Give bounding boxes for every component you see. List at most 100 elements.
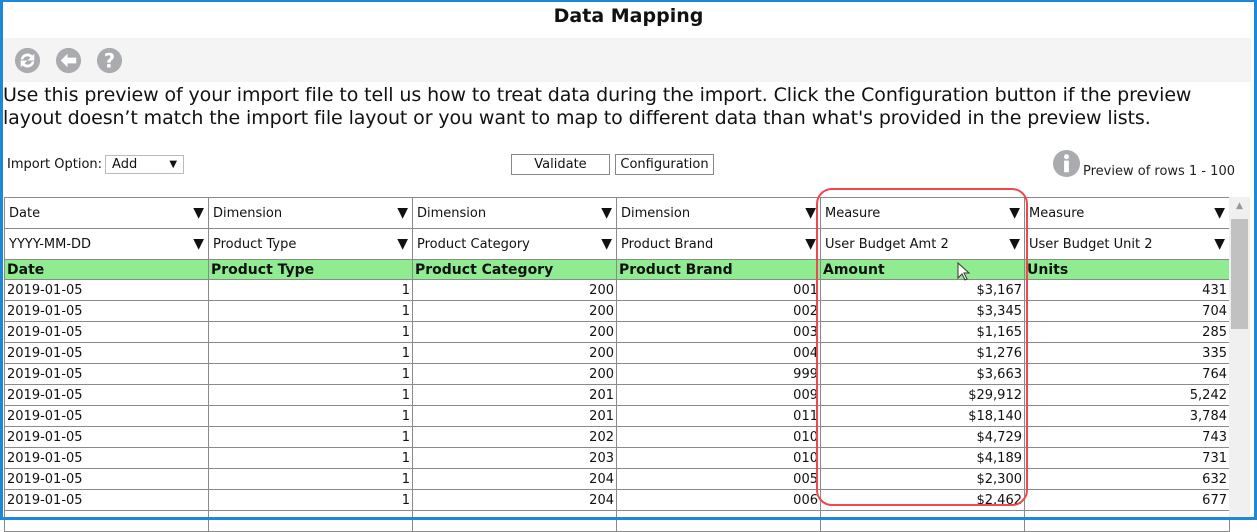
column-mapping-select[interactable]: User Budget Unit 2 ▼ (1024, 228, 1230, 260)
table-cell: 009 (616, 384, 821, 406)
table-cell: 003 (616, 321, 821, 343)
column-mapping-select[interactable]: Product Category ▼ (412, 228, 617, 260)
table-cell: 201 (412, 405, 617, 427)
scrollbar-thumb[interactable] (1231, 219, 1248, 329)
column-type-select[interactable]: Dimension ▼ (616, 197, 821, 229)
validate-button[interactable]: Validate (511, 154, 610, 175)
table-row: 2019-01-05 1 204 005 $2,300 632 (4, 468, 1230, 490)
dropdown-arrow-icon: ▼ (1009, 205, 1020, 221)
table-cell: 1 (208, 489, 413, 511)
column-mapping-value: Product Brand (621, 236, 714, 252)
mouse-cursor-icon (957, 262, 971, 281)
table-cell: 2019-01-05 (4, 321, 209, 343)
table-cell: 2019-01-05 (4, 279, 209, 301)
table-cell: 010 (616, 426, 821, 448)
table-cell: 743 (1024, 426, 1230, 448)
column-mapping-value: User Budget Unit 2 (1029, 236, 1153, 252)
table-cell: 2019-01-05 (4, 489, 209, 511)
table-cell: 200 (412, 342, 617, 364)
instructions-text: Use this preview of your import file to … (3, 84, 1192, 129)
column-header: Product Type (208, 259, 413, 280)
table-row: 2019-01-05 1 200 003 $1,165 285 (4, 321, 1230, 343)
import-option: Import Option: Add ▼ (7, 155, 185, 174)
help-icon[interactable]: ? (95, 46, 124, 75)
dropdown-arrow-icon: ▼ (805, 205, 816, 221)
dropdown-arrow-icon: ▼ (805, 236, 816, 252)
svg-text:?: ? (104, 49, 115, 72)
table-cell: 2019-01-05 (4, 426, 209, 448)
table-cell: 2019-01-05 (4, 363, 209, 385)
dropdown-arrow-icon: ▼ (397, 205, 408, 221)
import-option-value: Add (112, 157, 138, 172)
table-cell: $18,140 (820, 405, 1025, 427)
column-header-row: Date Product Type Product Category Product … (4, 259, 1230, 280)
refresh-icon[interactable] (13, 46, 42, 75)
info-icon[interactable] (1052, 149, 1081, 178)
table-cell: $4,189 (820, 447, 1025, 469)
dropdown-arrow-icon: ▼ (397, 236, 408, 252)
column-type-select[interactable]: Measure ▼ (820, 197, 1025, 229)
table-row: 2019-01-05 1 203 010 $4,189 731 (4, 447, 1230, 469)
type-select-row: Date ▼ Dimension ▼ Dimension ▼ Dimension ▼ Measu… (4, 197, 1230, 229)
table-cell: 1 (208, 426, 413, 448)
table-cell: 202 (412, 426, 617, 448)
chevron-down-icon: ▼ (169, 159, 178, 170)
column-type-value: Date (9, 205, 41, 221)
scroll-up-icon[interactable]: ▲ (1236, 201, 1243, 211)
table-row: 2019-01-05 1 200 001 $3,167 431 (4, 279, 1230, 301)
table-cell: 1 (208, 468, 413, 490)
table-cell: $2,300 (820, 468, 1025, 490)
column-type-value: Measure (825, 205, 881, 221)
table-row: 2019-01-05 1 201 011 $18,140 3,784 (4, 405, 1230, 427)
table-cell: 335 (1024, 342, 1230, 364)
preview-rows-text: Preview of rows 1 - 100 (1083, 164, 1235, 179)
table-cell: 203 (412, 447, 617, 469)
table-cell: 200 (412, 321, 617, 343)
table-cell: 004 (616, 342, 821, 364)
table-cell (208, 510, 413, 532)
column-type-select[interactable]: Measure ▼ (1024, 197, 1230, 229)
column-header: Amount (820, 259, 1025, 280)
table-cell: 431 (1024, 279, 1230, 301)
table-cell: $3,167 (820, 279, 1025, 301)
table-cell (820, 510, 1025, 532)
table-cell: 1 (208, 405, 413, 427)
configuration-button[interactable]: Configuration (615, 154, 714, 175)
table-cell: 200 (412, 300, 617, 322)
column-type-select[interactable]: Dimension ▼ (412, 197, 617, 229)
column-mapping-select[interactable]: Product Type ▼ (208, 228, 413, 260)
table-cell: 1 (208, 447, 413, 469)
table-cell: 1 (208, 279, 413, 301)
table-cell: 2019-01-05 (4, 405, 209, 427)
back-icon[interactable] (54, 46, 83, 75)
dropdown-arrow-icon: ▼ (601, 205, 612, 221)
table-cell: $1,276 (820, 342, 1025, 364)
table-cell: $1,165 (820, 321, 1025, 343)
column-type-value: Dimension (621, 205, 691, 221)
table-cell: 3,784 (1024, 405, 1230, 427)
table-cell: 2019-01-05 (4, 447, 209, 469)
dropdown-arrow-icon: ▼ (1009, 236, 1020, 252)
vertical-scrollbar[interactable]: ▲ (1229, 197, 1250, 517)
toolbar: ? (3, 38, 1251, 82)
column-mapping-value: Product Category (417, 236, 530, 252)
table-cell: 006 (616, 489, 821, 511)
column-header: Units (1024, 259, 1230, 280)
table-row: 2019-01-05 1 202 010 $4,729 743 (4, 426, 1230, 448)
table-cell: 285 (1024, 321, 1230, 343)
column-mapping-value: Product Type (213, 236, 297, 252)
table-cell: $2,462 (820, 489, 1025, 511)
column-type-select[interactable]: Dimension ▼ (208, 197, 413, 229)
column-mapping-select[interactable]: YYYY-MM-DD ▼ (4, 228, 209, 260)
column-type-value: Dimension (417, 205, 487, 221)
table-cell: 5,242 (1024, 384, 1230, 406)
table-row: 2019-01-05 1 200 004 $1,276 335 (4, 342, 1230, 364)
column-type-select[interactable]: Date ▼ (4, 197, 209, 229)
column-mapping-select[interactable]: User Budget Amt 2 ▼ (820, 228, 1025, 260)
import-option-select[interactable]: Add ▼ (105, 155, 185, 174)
table-row: 2019-01-05 1 201 009 $29,912 5,242 (4, 384, 1230, 406)
table-cell (412, 510, 617, 532)
column-mapping-select[interactable]: Product Brand ▼ (616, 228, 821, 260)
table-cell: 201 (412, 384, 617, 406)
table-cell: 731 (1024, 447, 1230, 469)
